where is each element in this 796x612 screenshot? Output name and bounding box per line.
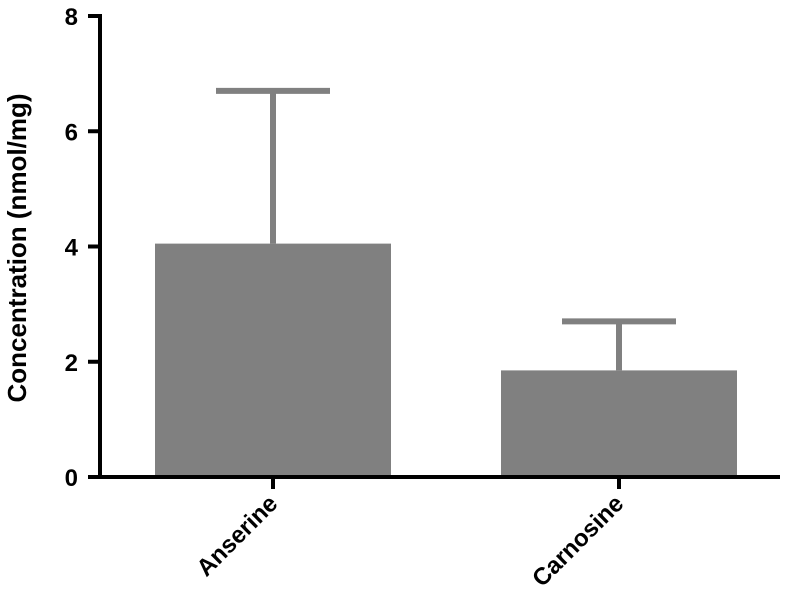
y-tick-label: 4: [65, 235, 79, 262]
y-tick-label: 2: [65, 350, 78, 377]
bar-anserine: [155, 243, 391, 477]
y-tick-label: 6: [65, 119, 78, 146]
bar-carnosine: [501, 370, 737, 477]
error-bars-layer: [216, 87, 676, 371]
y-tick-label: 0: [65, 465, 78, 492]
y-ticks-layer: 0 2 4 6 8: [65, 4, 100, 492]
y-axis-title: Concentration (nmol/mg): [2, 93, 32, 402]
x-tick-label: Anserine: [192, 490, 284, 582]
y-tick-label: 8: [65, 4, 78, 31]
x-ticks-layer: Anserine Carnosine: [192, 477, 629, 592]
x-tick-label: Carnosine: [527, 490, 629, 592]
bars-layer: [155, 243, 737, 477]
